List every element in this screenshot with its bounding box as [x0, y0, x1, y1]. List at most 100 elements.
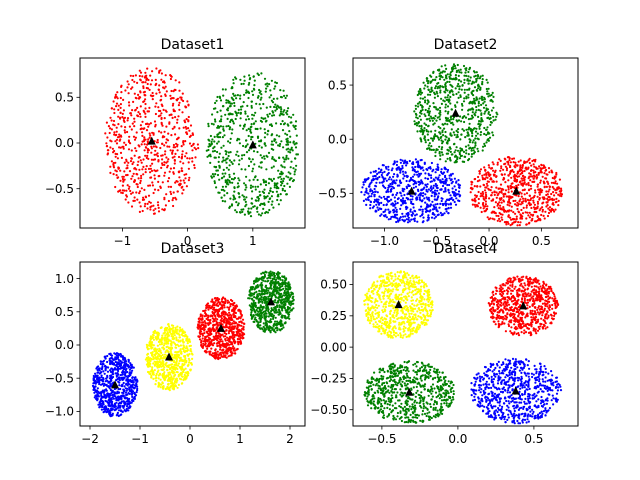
- data-point: [489, 177, 492, 180]
- data-point: [243, 198, 246, 201]
- data-point: [185, 185, 188, 188]
- data-point: [149, 343, 153, 346]
- data-point: [488, 197, 491, 200]
- data-point: [447, 100, 450, 103]
- data-point: [184, 140, 187, 143]
- data-point: [117, 176, 120, 179]
- data-point: [475, 105, 478, 109]
- data-point: [119, 404, 122, 407]
- data-point: [179, 339, 182, 342]
- data-point: [120, 398, 123, 401]
- data-point: [369, 171, 372, 174]
- data-point: [434, 129, 437, 132]
- data-point: [461, 84, 464, 87]
- data-point: [144, 71, 147, 74]
- data-point: [382, 195, 386, 198]
- data-point: [468, 147, 471, 150]
- data-point: [419, 215, 422, 218]
- data-point: [554, 201, 557, 204]
- data-point: [108, 386, 111, 389]
- data-point: [414, 165, 417, 169]
- data-point: [364, 180, 367, 183]
- data-point: [414, 104, 417, 107]
- data-point: [363, 193, 366, 196]
- data-point: [290, 160, 293, 163]
- data-point: [166, 180, 170, 183]
- data-point: [173, 374, 176, 377]
- data-point: [413, 170, 416, 173]
- data-point: [120, 354, 123, 357]
- data-point: [437, 192, 440, 195]
- data-point: [432, 204, 435, 207]
- data-point: [523, 193, 526, 196]
- data-point: [509, 165, 512, 169]
- data-point: [449, 206, 453, 209]
- data-point: [261, 212, 264, 215]
- data-point: [422, 81, 425, 84]
- data-point: [497, 187, 500, 190]
- data-point: [167, 323, 170, 326]
- data-point: [183, 119, 186, 122]
- data-point: [456, 149, 460, 152]
- data-point: [251, 158, 254, 161]
- data-point: [152, 377, 155, 380]
- data-point: [150, 374, 153, 377]
- data-point: [256, 72, 259, 75]
- data-point: [430, 145, 433, 148]
- data-point: [441, 142, 444, 145]
- data-point: [413, 219, 416, 223]
- data-point: [120, 135, 123, 138]
- data-point: [260, 202, 263, 205]
- data-point: [272, 114, 276, 117]
- data-point: [179, 349, 182, 352]
- data-point: [431, 211, 435, 215]
- data-point: [457, 91, 460, 94]
- data-point: [412, 167, 415, 170]
- data-point: [212, 147, 215, 150]
- data-point: [450, 196, 453, 199]
- data-point: [415, 116, 418, 119]
- data-point: [184, 125, 187, 129]
- data-point: [139, 179, 142, 182]
- data-point: [548, 209, 551, 212]
- data-point: [186, 132, 189, 136]
- data-point: [545, 193, 548, 197]
- data-point: [171, 378, 174, 381]
- data-point: [134, 74, 137, 77]
- data-point: [174, 384, 177, 387]
- data-point: [179, 356, 182, 360]
- data-point: [473, 178, 476, 181]
- data-point: [250, 197, 253, 200]
- data-point: [449, 158, 452, 161]
- data-point: [268, 112, 271, 115]
- data-point: [147, 363, 151, 366]
- data-point: [292, 113, 295, 116]
- data-point: [533, 175, 537, 178]
- data-point: [518, 191, 522, 194]
- data-point: [229, 151, 232, 154]
- data-point: [171, 156, 174, 159]
- data-point: [452, 63, 456, 66]
- data-point: [476, 185, 479, 188]
- data-point: [157, 88, 160, 91]
- data-point: [444, 179, 447, 182]
- data-point: [269, 105, 272, 108]
- data-point: [157, 353, 160, 356]
- data-point: [252, 178, 255, 181]
- data-point: [516, 224, 519, 227]
- data-point: [540, 164, 543, 167]
- data-point: [449, 203, 452, 206]
- data-point: [382, 178, 385, 181]
- data-point: [477, 190, 480, 194]
- data-point: [481, 202, 485, 206]
- data-point: [177, 354, 181, 357]
- data-point: [163, 208, 166, 211]
- data-point: [423, 161, 426, 164]
- data-point: [148, 136, 151, 139]
- data-point: [288, 130, 291, 133]
- data-point: [428, 205, 432, 208]
- data-point: [182, 360, 185, 363]
- data-point: [110, 119, 113, 122]
- data-point: [239, 111, 242, 114]
- data-point: [444, 88, 447, 91]
